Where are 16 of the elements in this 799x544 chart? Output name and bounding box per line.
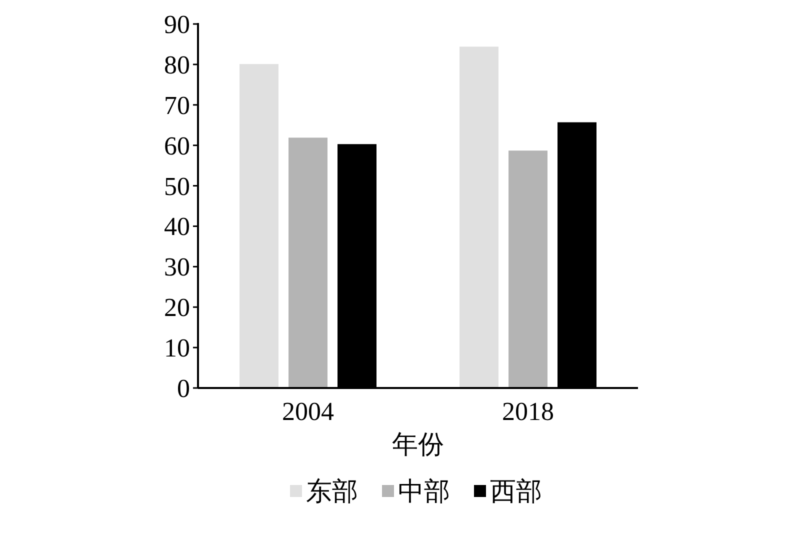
legend-label: 东部 (306, 477, 358, 506)
x-tick-label: 2004 (282, 397, 334, 426)
x-axis-title: 年份 (392, 430, 444, 459)
y-tick-label: 20 (164, 293, 190, 322)
y-tick-label: 0 (177, 374, 190, 403)
y-tick-label: 50 (164, 172, 190, 201)
y-tick-label: 30 (164, 252, 190, 282)
y-tick-label: 70 (164, 90, 190, 120)
y-tick-label: 10 (164, 334, 190, 363)
legend-label: 西部 (490, 477, 542, 506)
y-tick-label: 40 (164, 212, 190, 242)
legend-label: 中部 (398, 477, 450, 506)
y-tick-label: 90 (164, 10, 190, 39)
y-tick-label: 80 (164, 50, 190, 80)
x-tick-label: 2018 (502, 397, 554, 426)
y-tick-label: 60 (164, 131, 190, 160)
